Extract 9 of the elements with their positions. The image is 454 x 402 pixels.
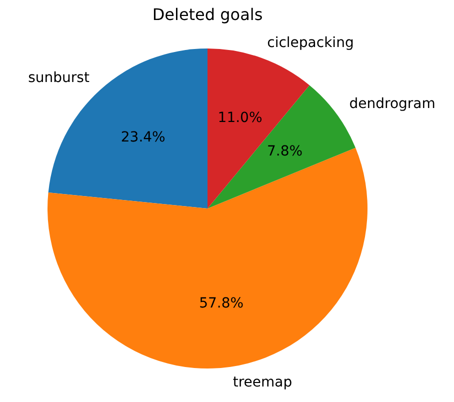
data-label: 23.4%: [120, 129, 166, 146]
slice-label: sunburst: [28, 70, 90, 86]
data-label: 7.8%: [267, 144, 303, 160]
slice-label: dendrogram: [349, 96, 436, 112]
data-label: 57.8%: [199, 296, 244, 312]
data-label: 11.0%: [218, 110, 262, 126]
chart-title: Deleted goals: [152, 5, 263, 24]
slice-label: treemap: [232, 374, 292, 391]
slice-label: ciclepacking: [267, 34, 354, 51]
